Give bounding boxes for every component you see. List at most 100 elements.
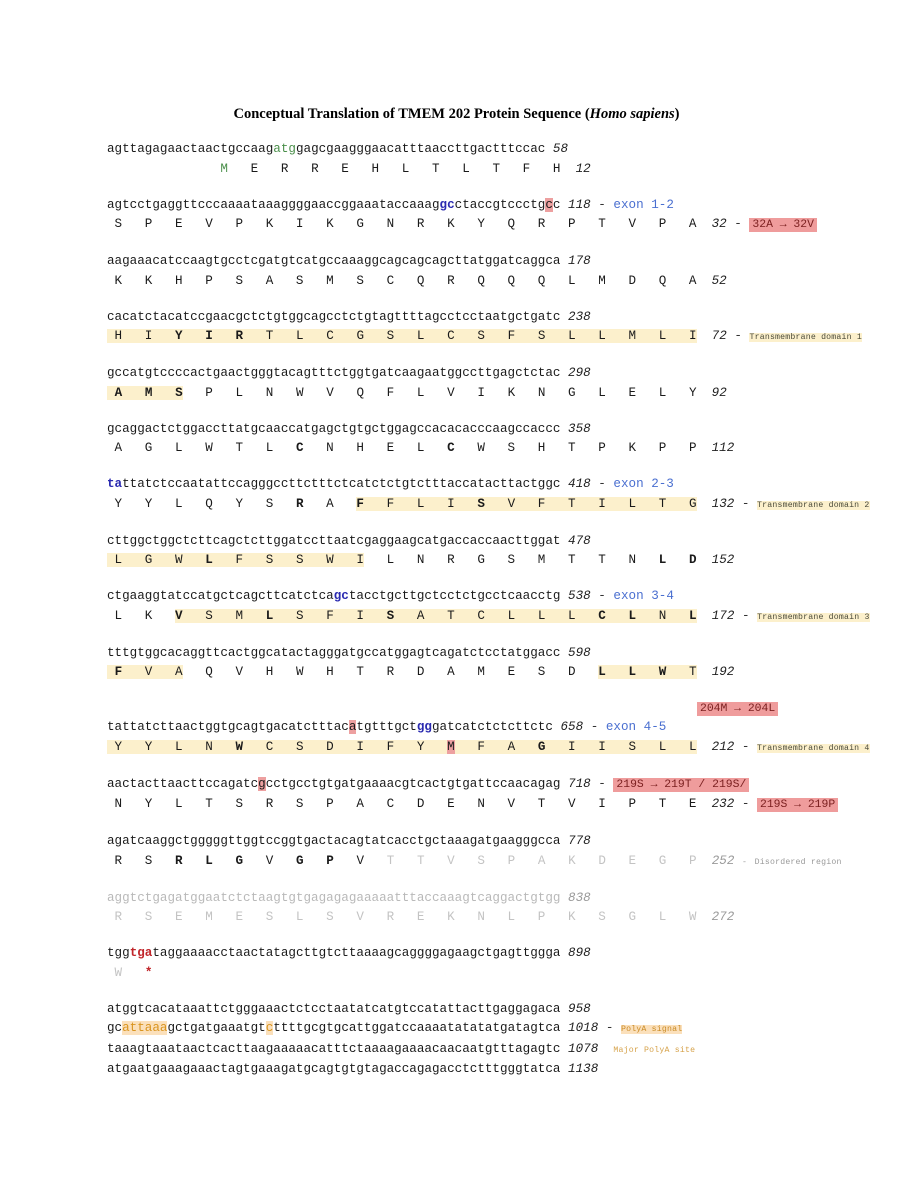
polya-signal-sequence: attaaa: [122, 1021, 168, 1035]
aa-number: 72: [711, 329, 727, 343]
nt-number: 958: [568, 1001, 591, 1016]
exon-boundary: ta: [107, 477, 123, 491]
transmembrane-label: Transmembrane domain 1: [749, 333, 862, 342]
nt-number: 478: [568, 533, 591, 548]
disordered-span: R S E M E S L S V R E K N L P K S G L W: [107, 910, 697, 924]
aa-number: 272: [711, 910, 735, 924]
title-species: Homo sapiens: [589, 106, 675, 122]
transmembrane-span: L L W T: [598, 665, 697, 679]
aminoacid-row: N Y L T S R S P A C D E N V T V I P T E …: [107, 795, 907, 816]
aminoacid-row: Y Y L N W C S D I F Y M F A G I I S L L …: [107, 739, 870, 754]
polya-signal-label: PolyA signal: [620, 1025, 683, 1034]
sequence-block: agtcctgaggttcccaaaataaaggggaaccggaaatacc…: [107, 196, 907, 236]
exon-boundary: gc: [439, 197, 455, 212]
nt-number: 718: [568, 776, 591, 791]
title-prefix: Conceptual Translation of TMEM 202 Prote…: [233, 106, 590, 122]
aminoacid-row: L K V S M L S F I S A T C L L L C L N L …: [107, 608, 870, 623]
disordered-span: T T V S P A K D E G P: [386, 853, 697, 868]
aa-number: 232: [711, 797, 735, 811]
aa-number: 112: [711, 441, 735, 455]
exon-label: exon 3-4: [613, 589, 674, 603]
nucleotide-row: gccatgtccccactgaactgggtacagtttctggtgatca…: [107, 366, 591, 380]
aa-number: 52: [711, 273, 727, 288]
nt-number: 538: [568, 589, 591, 603]
sequence-block: aagaaacatccaagtgcctcgatgtcatgccaaaggcagc…: [107, 252, 907, 291]
aminoacid-row: A M S P L N W V Q F L V I K N G L E L Y …: [107, 384, 907, 404]
disordered-label: Disordered region: [754, 857, 842, 867]
variant-nucleotide: c: [545, 197, 553, 212]
nt-number: 178: [568, 254, 591, 268]
sequence-blocks: agttagagaactaactgccaagatggagcgaagggaacat…: [107, 140, 907, 1080]
aminoacid-row: M E R R E H L T L T F H 12: [220, 161, 591, 176]
exon-boundary: gc: [333, 589, 349, 603]
polya-signal-sequence: c: [265, 1021, 274, 1035]
sequence-block: gcaggactctggaccttatgcaaccatgagctgtgctgga…: [107, 420, 907, 459]
nt-number: 778: [568, 834, 591, 848]
nucleotide-row: tttgtggcacaggttcactggcatactagggatgccatgg…: [107, 645, 591, 660]
nt-number: 118: [568, 197, 591, 212]
variant-badge-219b: 219S → 219P: [756, 798, 839, 812]
sequence-block: aggtctgagatggaatctctaagtgtgagagagaaaaatt…: [107, 889, 907, 928]
nucleotide-row: gcaggactctggaccttatgcaaccatgagctgtgctgga…: [107, 421, 591, 436]
aa-number: 132: [711, 496, 735, 511]
aa-number: 92: [711, 385, 727, 400]
nucleotide-row: cttggctggctcttcagctcttggatccttaatcgaggaa…: [107, 533, 591, 548]
aminoacid-row: A G L W T L C N H E L C W S H T P K P P …: [107, 441, 735, 455]
page-title: Conceptual Translation of TMEM 202 Prote…: [0, 106, 913, 123]
aminoacid-row: R S E M E S L S V R E K N L P K S G L W …: [107, 908, 907, 928]
transmembrane-span: F F L I S V F T I L T G: [356, 496, 697, 511]
variant-nucleotide: a: [348, 720, 357, 734]
aa-number: 192: [711, 665, 735, 679]
transmembrane-span: A M S: [107, 385, 183, 400]
sequence-block: tggtgataggaaaacctaactatagcttgtcttaaaagca…: [107, 944, 907, 983]
title-suffix: ): [674, 106, 680, 122]
transmembrane-span: L G W L F S S W I: [107, 553, 364, 567]
variant-nucleotide: g: [258, 776, 266, 791]
utr-row: gcattaaagctgatgaaatgtcttttgcgtgcattggatc…: [107, 1021, 683, 1035]
aminoacid-row: K K H P S A S M S C Q R Q Q Q L M D Q A …: [107, 273, 727, 288]
transmembrane-label: Transmembrane domain 4: [757, 743, 870, 753]
exon-boundary: gg: [416, 720, 432, 734]
aminoacid-row: W *: [107, 965, 153, 980]
transmembrane-label: Transmembrane domain 3: [757, 612, 870, 622]
aminoacid-row: H I Y I R T L C G S L C S F S L L M L I …: [107, 329, 862, 343]
variant-badge: 32A → 32V: [749, 218, 817, 232]
sequence-block: ctgaaggtatccatgctcagcttcatctcagctacctgct…: [107, 587, 907, 627]
stop-codon: tga: [129, 946, 153, 960]
exon-label: exon 1-2: [613, 197, 674, 212]
transmembrane-span: F V A: [107, 665, 183, 679]
nucleotide-row: agatcaaggctgggggttggtccggtgactacagtatcac…: [107, 834, 591, 848]
aminoacid-row: Y Y L Q Y S R A F F L I S V F T I L T G …: [107, 496, 870, 511]
sequence-block: cacatctacatccgaacgctctgtggcagcctctgtagtt…: [107, 308, 907, 348]
sequence-block: agatcaaggctgggggttggtccggtgactacagtatcac…: [107, 832, 907, 872]
nt-number: 418: [568, 477, 591, 491]
transmembrane-span: H I Y I R T L C G S L C S F S L L M L I: [107, 329, 697, 343]
nt-number: 1018: [568, 1021, 599, 1035]
variant-above-row: 204M → 204L: [107, 699, 907, 718]
variant-residue: M: [447, 739, 455, 754]
transmembrane-label: Transmembrane domain 2: [757, 500, 870, 510]
aa-number: 12: [575, 161, 591, 176]
nucleotide-row: tattatctccaatattccagggccttctttctcatctctg…: [107, 477, 674, 491]
nucleotide-row: aggtctgagatggaatctctaagtgtgagagagaaaaatt…: [107, 890, 591, 905]
nucleotide-row: aactacttaacttccagatcgcctgcctgtgatgaaaacg…: [107, 775, 907, 796]
nucleotide-row: cacatctacatccgaacgctctgtggcagcctctgtagtt…: [107, 309, 591, 324]
nt-number: 58: [552, 142, 569, 156]
nt-number: 358: [568, 421, 591, 436]
nt-number: 838: [568, 890, 591, 905]
sequence-block: cttggctggctcttcagctcttggatccttaatcgaggaa…: [107, 532, 907, 571]
sequence-block: tattatctccaatattccagggccttctttctcatctctg…: [107, 475, 907, 515]
nucleotide-row: tggtgataggaaaacctaactatagcttgtcttaaaagca…: [107, 946, 591, 960]
aminoacid-row: F V A Q V H W H T R D A M E S D L L W T …: [107, 663, 907, 683]
sequence-block: aactacttaacttccagatcgcctgcctgtgatgaaaacg…: [107, 775, 907, 816]
nt-number: 298: [568, 366, 591, 380]
start-residue: M: [220, 161, 228, 176]
nucleotide-row: aagaaacatccaagtgcctcgatgtcatgccaaaggcagc…: [107, 254, 591, 268]
sequence-block: agttagagaactaactgccaagatggagcgaagggaacat…: [107, 140, 907, 179]
exon-label: exon 2-3: [613, 477, 674, 491]
sequence-block: tttgtggcacaggttcactggcatactagggatgccatgg…: [107, 644, 907, 683]
transmembrane-span: V S M L S F I S A T C L L L C L N L: [175, 608, 697, 623]
nt-number: 898: [568, 946, 591, 960]
aa-number: 252: [711, 853, 735, 868]
variant-badge-219a: 219S → 219T / 219S/: [613, 777, 750, 792]
